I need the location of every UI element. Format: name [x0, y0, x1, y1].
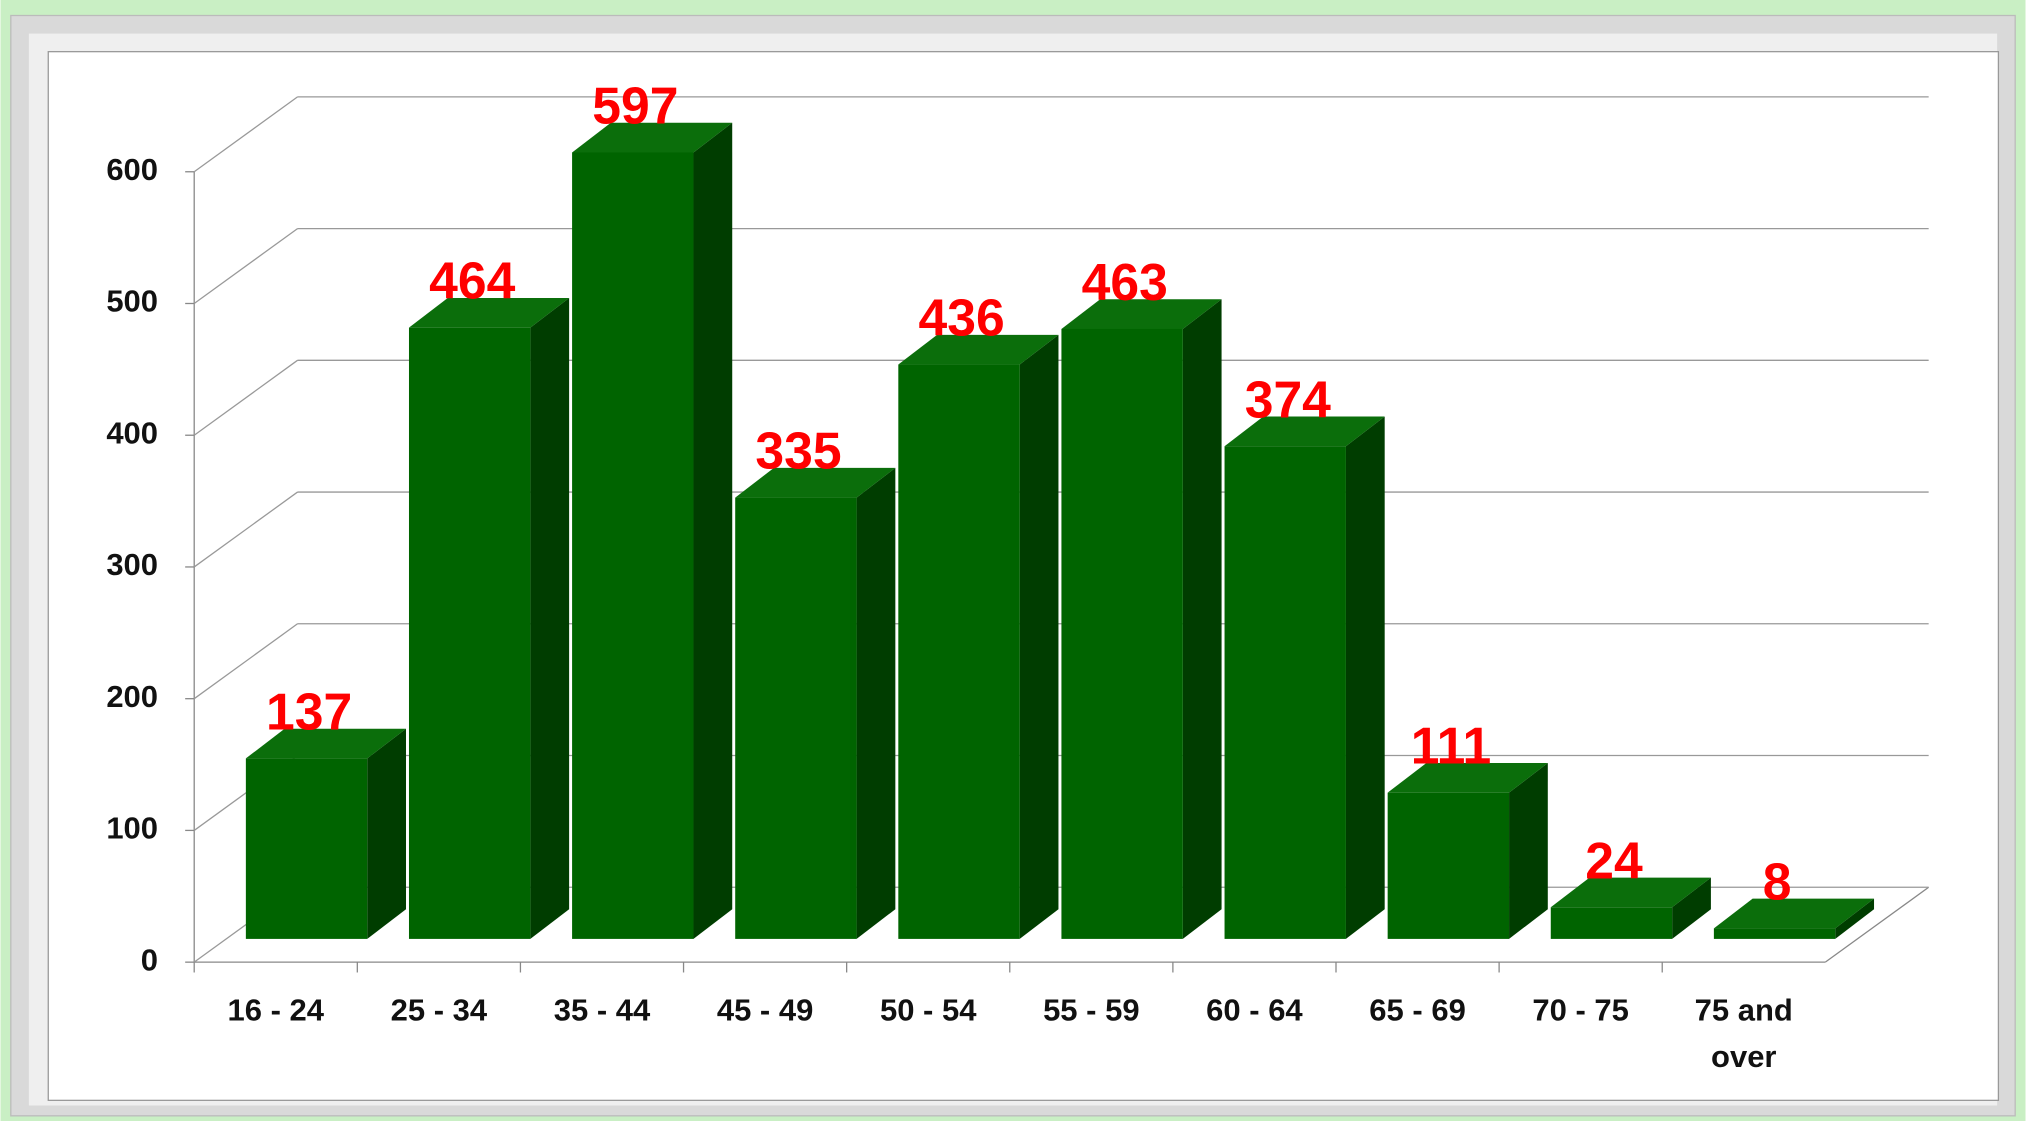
floor-edge [1824, 886, 1930, 963]
bar [735, 497, 857, 939]
bar-top [572, 122, 733, 153]
x-tick-label-box: 70 - 75 [1532, 993, 1629, 1029]
x-tick-label: 45 - 49 [716, 993, 814, 1029]
bar-top [898, 334, 1059, 365]
x-tick-label: 65 - 69 [1369, 993, 1466, 1029]
grid-line [193, 359, 298, 436]
bar-top [1713, 898, 1875, 929]
bar-top [1550, 877, 1711, 908]
x-tick-label: 50 - 54 [879, 993, 977, 1029]
bar [245, 758, 368, 939]
y-tick-label: 0 [141, 942, 158, 977]
x-tick-label-box: 45 - 49 [716, 993, 814, 1029]
y-tick-label: 300 [106, 547, 158, 582]
bar-side [367, 728, 407, 939]
bar [572, 152, 694, 939]
value-label: 464 [429, 252, 515, 310]
bar-side [1672, 877, 1711, 939]
bar [898, 364, 1020, 939]
value-label: 436 [919, 289, 1005, 347]
value-label: 335 [755, 422, 841, 480]
x-tick-label-box: 25 - 34 [390, 993, 488, 1029]
bar [1387, 792, 1510, 939]
value-label: 8 [1763, 852, 1792, 910]
bar-top [245, 728, 407, 759]
x-tick-label-box: 55 - 59 [1043, 993, 1140, 1029]
x-tick-label: 70 - 75 [1532, 993, 1629, 1029]
y-tick-label: 100 [106, 811, 158, 846]
grid-line [193, 96, 298, 173]
grid-line [193, 228, 298, 305]
bar-top [1224, 416, 1385, 447]
value-label: 24 [1585, 831, 1643, 889]
x-tick-label-box: 75 and over [1694, 993, 1793, 1075]
bar-side [1509, 762, 1548, 939]
bar [408, 327, 531, 939]
bar-top [408, 297, 570, 328]
x-tick-label-box: 50 - 54 [879, 993, 977, 1029]
bar-top [735, 467, 896, 498]
y-tick-label: 500 [106, 284, 158, 319]
y-tick-label: 200 [106, 679, 158, 714]
bar [1713, 928, 1836, 939]
y-tick-label: 400 [106, 415, 158, 450]
bars: 137 464 597 335 436 463 374 111 24 8 [245, 76, 1875, 939]
x-tick-label: 75 and over [1694, 993, 1793, 1075]
x-tick-label: 25 - 34 [390, 993, 488, 1029]
value-label: 111 [1411, 717, 1491, 775]
bar-side [856, 467, 896, 939]
x-tick-label: 16 - 24 [227, 993, 324, 1029]
bar-top [1061, 299, 1222, 329]
x-tick-label: 55 - 59 [1043, 993, 1140, 1029]
bar [1224, 446, 1346, 939]
bar-side [1835, 898, 1875, 939]
x-tick-label-box: 65 - 69 [1369, 993, 1466, 1029]
x-tick-label: 35 - 44 [553, 993, 651, 1029]
bar-side [693, 122, 733, 939]
bar-side [1019, 334, 1059, 939]
grid-line [193, 623, 298, 700]
value-label: 597 [592, 76, 678, 134]
value-label: 374 [1245, 370, 1331, 428]
x-tick-label-box: 16 - 24 [227, 993, 324, 1029]
value-label: 137 [266, 682, 352, 740]
value-label: 463 [1082, 253, 1168, 311]
x-tick-label-box: 35 - 44 [553, 993, 651, 1029]
bar-side [1182, 299, 1222, 939]
bar [1061, 328, 1183, 939]
bar-side [1345, 416, 1385, 939]
y-tick-label: 600 [106, 152, 158, 187]
x-tick-label: 60 - 64 [1206, 993, 1303, 1029]
bar-top [1387, 762, 1548, 793]
x-tick-label-box: 60 - 64 [1206, 993, 1303, 1029]
bar-side [530, 297, 570, 939]
grid-line [193, 491, 298, 568]
bar [1550, 907, 1673, 939]
